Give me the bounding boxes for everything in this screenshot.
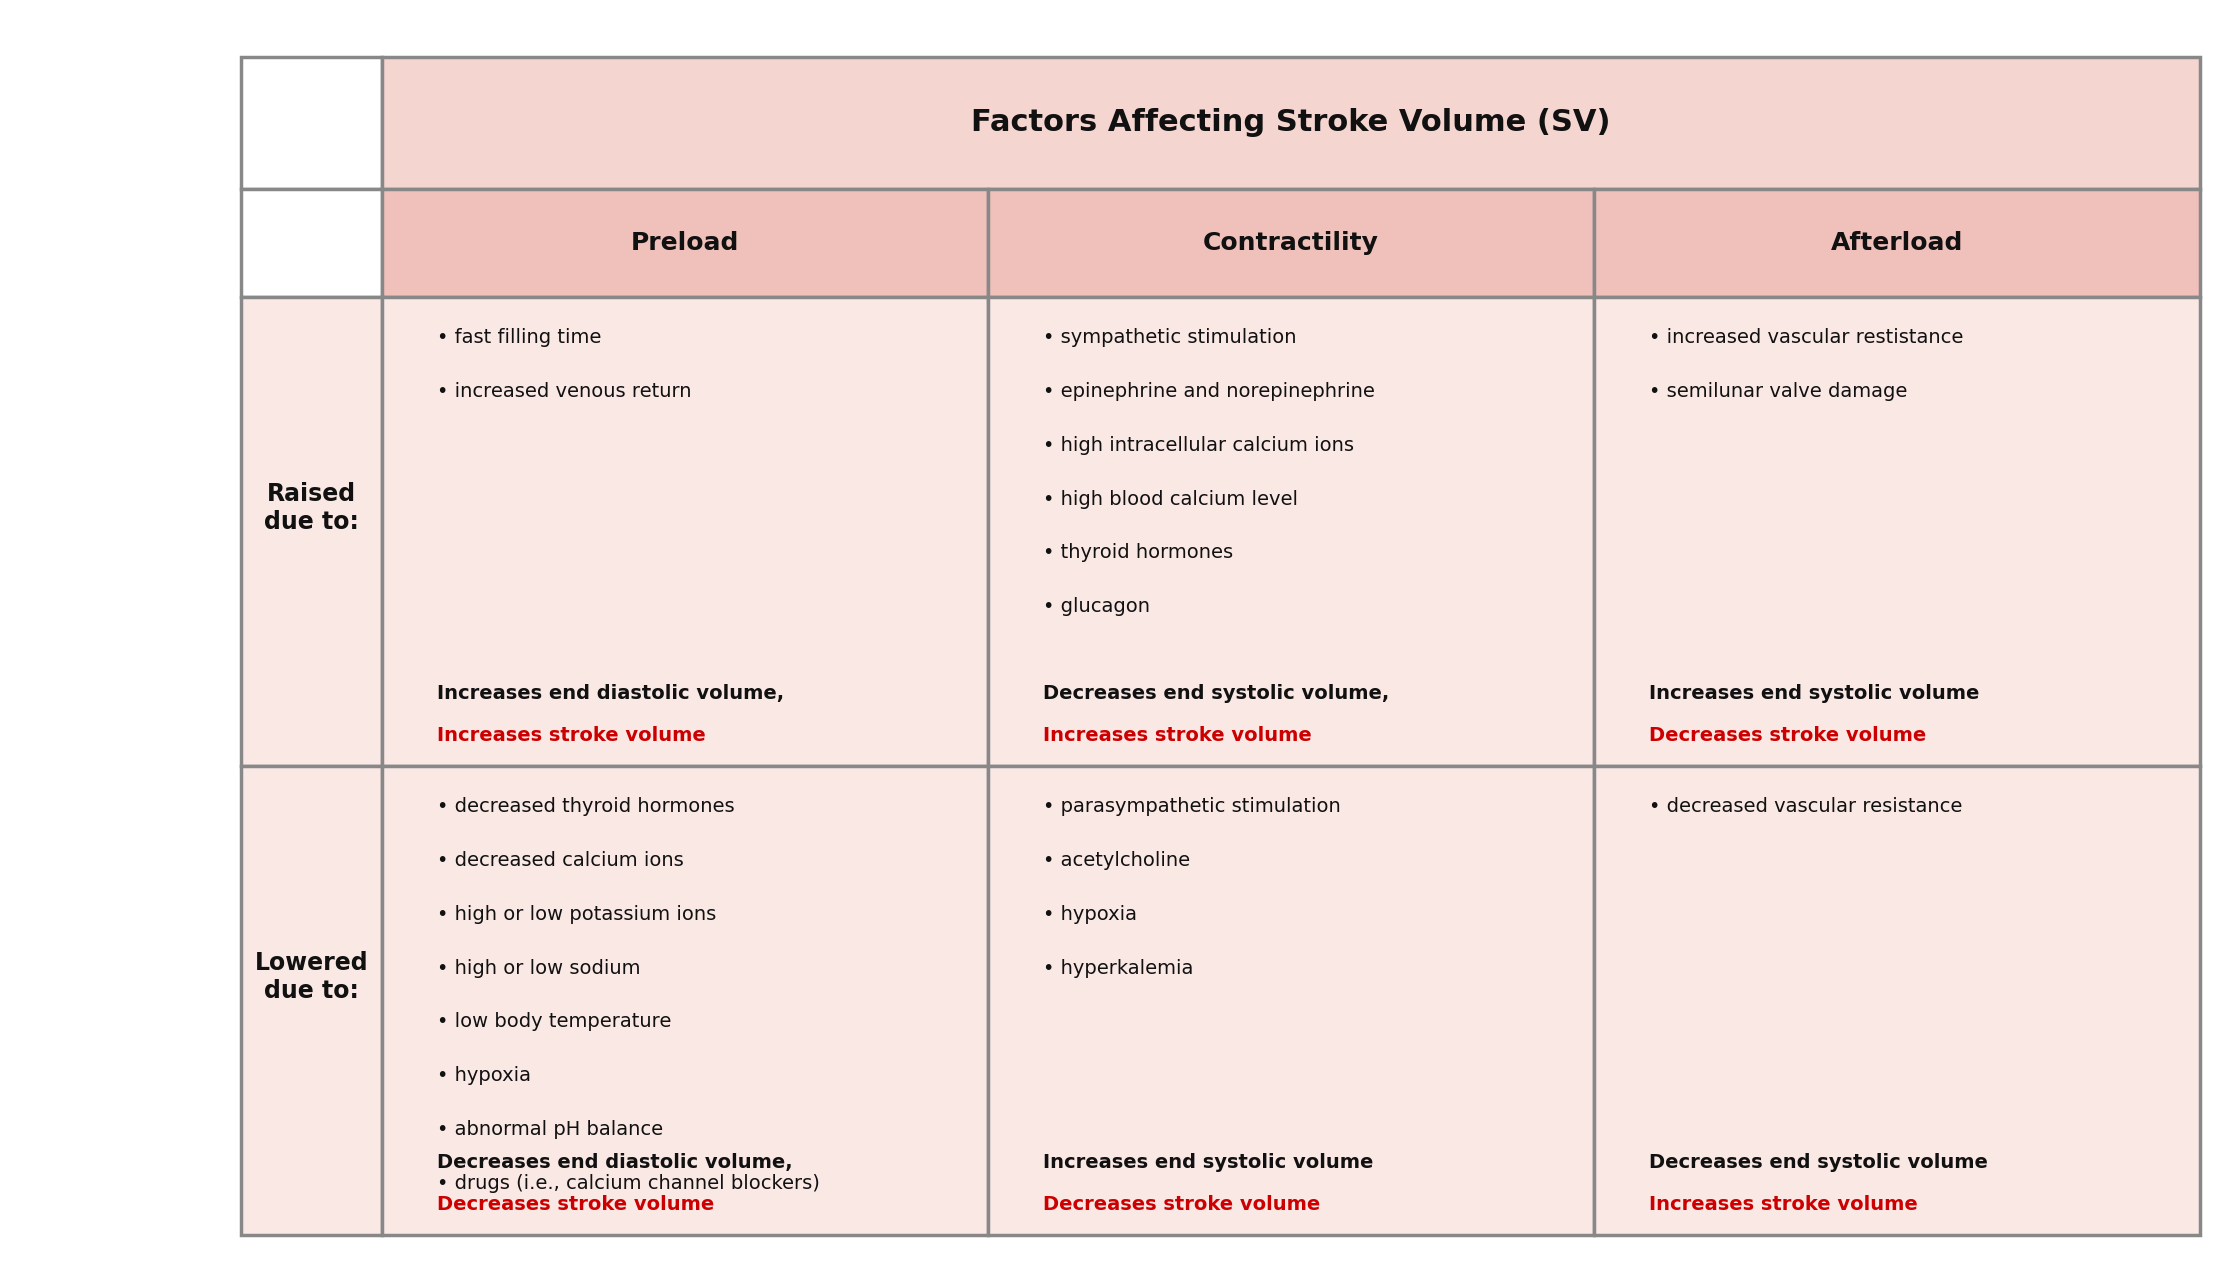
Bar: [382, 188, 987, 297]
Text: • increased venous return: • increased venous return: [438, 381, 692, 400]
Text: Decreases end systolic volume: Decreases end systolic volume: [1648, 1153, 1987, 1172]
Text: Decreases end diastolic volume,: Decreases end diastolic volume,: [438, 1153, 793, 1172]
Bar: [241, 297, 382, 767]
Bar: [1594, 188, 2200, 297]
Bar: [1594, 767, 2200, 1235]
Text: • abnormal pH balance: • abnormal pH balance: [438, 1120, 663, 1139]
Bar: [987, 297, 1594, 767]
Text: Increases stroke volume: Increases stroke volume: [1043, 726, 1311, 745]
Text: • acetylcholine: • acetylcholine: [1043, 851, 1190, 870]
Text: • glucagon: • glucagon: [1043, 597, 1150, 616]
Text: • decreased calcium ions: • decreased calcium ions: [438, 851, 683, 870]
Text: • hypoxia: • hypoxia: [1043, 904, 1137, 923]
Text: Factors Affecting Stroke Volume (SV): Factors Affecting Stroke Volume (SV): [971, 109, 1610, 138]
Bar: [987, 188, 1594, 297]
Text: Preload: Preload: [632, 231, 739, 255]
Text: • fast filling time: • fast filling time: [438, 327, 601, 347]
Text: • thyroid hormones: • thyroid hormones: [1043, 543, 1233, 562]
Text: Afterload: Afterload: [1831, 231, 1963, 255]
Text: • high or low potassium ions: • high or low potassium ions: [438, 904, 717, 923]
Text: Increases stroke volume: Increases stroke volume: [438, 726, 706, 745]
Text: • high intracellular calcium ions: • high intracellular calcium ions: [1043, 436, 1353, 455]
Text: Increases end systolic volume: Increases end systolic volume: [1648, 685, 1978, 703]
Bar: [1594, 297, 2200, 767]
Text: • high or low sodium: • high or low sodium: [438, 959, 641, 978]
Bar: [241, 188, 382, 297]
Text: Decreases stroke volume: Decreases stroke volume: [1648, 726, 1925, 745]
Text: Lowered
due to:: Lowered due to:: [255, 951, 368, 1003]
Text: • high blood calcium level: • high blood calcium level: [1043, 490, 1297, 509]
Text: • parasympathetic stimulation: • parasympathetic stimulation: [1043, 797, 1340, 816]
Text: • decreased thyroid hormones: • decreased thyroid hormones: [438, 797, 735, 816]
Text: • semilunar valve damage: • semilunar valve damage: [1648, 381, 1907, 400]
Bar: [241, 57, 382, 188]
Bar: [382, 297, 987, 767]
Bar: [382, 57, 2200, 188]
Text: • low body temperature: • low body temperature: [438, 1013, 672, 1032]
Text: • hypoxia: • hypoxia: [438, 1066, 531, 1085]
Text: • drugs (i.e., calcium channel blockers): • drugs (i.e., calcium channel blockers): [438, 1175, 820, 1194]
Text: • increased vascular restistance: • increased vascular restistance: [1648, 327, 1963, 347]
Text: Contractility: Contractility: [1204, 231, 1378, 255]
Text: Increases stroke volume: Increases stroke volume: [1648, 1195, 1918, 1214]
Bar: [987, 767, 1594, 1235]
Text: • decreased vascular resistance: • decreased vascular resistance: [1648, 797, 1963, 816]
Text: • hyperkalemia: • hyperkalemia: [1043, 959, 1192, 978]
Text: • sympathetic stimulation: • sympathetic stimulation: [1043, 327, 1297, 347]
Text: Decreases stroke volume: Decreases stroke volume: [438, 1195, 715, 1214]
Text: Decreases end systolic volume,: Decreases end systolic volume,: [1043, 685, 1389, 703]
Text: Raised
due to:: Raised due to:: [263, 482, 360, 534]
Text: Decreases stroke volume: Decreases stroke volume: [1043, 1195, 1320, 1214]
Text: Increases end systolic volume: Increases end systolic volume: [1043, 1153, 1373, 1172]
Text: • epinephrine and norepinephrine: • epinephrine and norepinephrine: [1043, 381, 1376, 400]
Bar: [382, 767, 987, 1235]
Bar: [241, 767, 382, 1235]
Text: Increases end diastolic volume,: Increases end diastolic volume,: [438, 685, 784, 703]
